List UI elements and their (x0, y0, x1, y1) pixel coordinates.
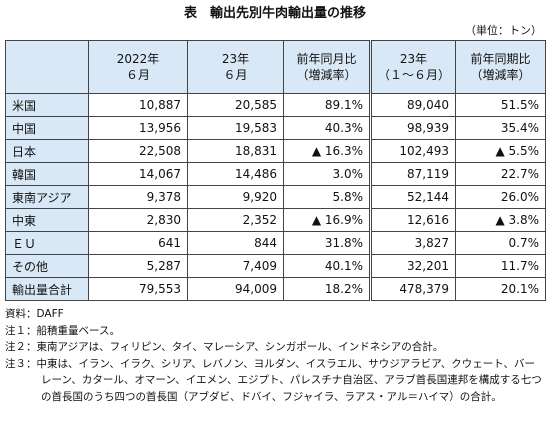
cell: 3.0% (283, 162, 371, 186)
cell: 26.0% (455, 185, 546, 209)
header-line: 2022年 (116, 52, 160, 66)
cell: 87,119 (369, 162, 456, 186)
cell: 31.8% (283, 231, 371, 255)
cell: 14,486 (187, 162, 284, 186)
row-label: 輸出量合計 (5, 277, 89, 301)
row-label: 中国 (5, 116, 89, 140)
note: 注２：東南アジアは、フィリピン、タイ、マレーシア、シンガポール、インドネシアの合… (5, 341, 444, 353)
cell: 478,379 (369, 277, 456, 301)
row-label: 米国 (5, 93, 89, 117)
cell: 102,493 (369, 139, 456, 163)
table-row: 東南アジア 9,378 9,920 5.8% 52,144 26.0% (5, 185, 546, 209)
cell: 844 (187, 231, 284, 255)
header-row: 2022年 ６月 23年 ６月 前年同月比 （増減率） 23年 （１～６月） 前年同期比 （増減率… (5, 40, 546, 94)
table-row: 輸出量合計 79,553 94,009 18.2% 478,379 20.1% (5, 277, 546, 301)
header-line: 前年同期比 (470, 52, 531, 66)
header-line: （増減率） (296, 68, 357, 82)
cell: 18.2% (283, 277, 371, 301)
cell: 19,583 (187, 116, 284, 140)
header-cell: 2022年 ６月 (88, 40, 188, 94)
header-cell: 前年同月比 （増減率） (283, 40, 371, 94)
table-row: 中東 2,830 2,352 ▲ 16.9% 12,616 ▲ 3.8% (5, 208, 546, 232)
row-label: 韓国 (5, 162, 89, 186)
cell: 9,920 (187, 185, 284, 209)
title: 表 輸出先別牛肉輸出量の推移 (183, 6, 366, 21)
header-cell: 23年 ６月 (187, 40, 284, 94)
row-label: 中東 (5, 208, 89, 232)
cell: 12,616 (369, 208, 456, 232)
cell: 98,939 (369, 116, 456, 140)
cell: 32,201 (369, 254, 456, 278)
cell: 20.1% (455, 277, 546, 301)
cell: 89,040 (369, 93, 456, 117)
cell: 52,144 (369, 185, 456, 209)
cell: 2,352 (187, 208, 284, 232)
header-line: 前年同月比 (296, 52, 357, 66)
table-row: 中国 13,956 19,583 40.3% 98,939 35.4% (5, 116, 546, 140)
cell: ▲ 16.9% (283, 208, 371, 232)
row-label: ＥＵ (5, 231, 89, 255)
cell: ▲ 5.5% (455, 139, 546, 163)
table-row: 米国 10,887 20,585 89.1% 89,040 51.5% (5, 93, 546, 117)
corner-cell (5, 40, 89, 94)
row-label: 日本 (5, 139, 89, 163)
cell: 10,887 (88, 93, 188, 117)
unit: （単位：トン） (465, 24, 542, 37)
cell: 9,378 (88, 185, 188, 209)
notes: 資料：DAFF 注１：船積重量ベース。注２：東南アジアは、フィリピン、タイ、マレー… (5, 306, 545, 405)
cell: 89.1% (283, 93, 371, 117)
cell: ▲ 16.3% (283, 139, 371, 163)
header-line: 23年 (399, 52, 428, 66)
cell: 40.1% (283, 254, 371, 278)
row-label: 東南アジア (5, 185, 89, 209)
cell: 7,409 (187, 254, 284, 278)
cell: 641 (88, 231, 188, 255)
header-cell: 前年同期比 （増減率） (455, 40, 546, 94)
cell: 13,956 (88, 116, 188, 140)
note: 注１：船積重量ベース。 (5, 324, 120, 337)
table: 2022年 ６月 23年 ６月 前年同月比 （増減率） 23年 （１～６月） 前年同期比 （増減率… (5, 40, 546, 301)
table-row: ＥＵ 641 844 31.8% 3,827 0.7% (5, 231, 546, 255)
row-label: その他 (5, 254, 89, 278)
cell: 5,287 (88, 254, 188, 278)
cell: 5.8% (283, 185, 371, 209)
cell: 3,827 (369, 231, 456, 255)
cell: 22.7% (455, 162, 546, 186)
cell: 2,830 (88, 208, 188, 232)
cell: 11.7% (455, 254, 546, 278)
cell: 94,009 (187, 277, 284, 301)
header-line: ６月 (223, 68, 248, 82)
table-row: その他 5,287 7,409 40.1% 32,201 11.7% (5, 254, 546, 278)
cell: 40.3% (283, 116, 371, 140)
cell: 14,067 (88, 162, 188, 186)
cell: 20,585 (187, 93, 284, 117)
cell: 79,553 (88, 277, 188, 301)
cell: 35.4% (455, 116, 546, 140)
cell: 22,508 (88, 139, 188, 163)
table-row: 韓国 14,067 14,486 3.0% 87,119 22.7% (5, 162, 546, 186)
header-line: ６月 (125, 68, 150, 82)
table-row: 日本 22,508 18,831 ▲ 16.3% 102,493 ▲ 5.5% (5, 139, 546, 163)
note: 資料：DAFF (5, 308, 64, 320)
header-cell: 23年 （１～６月） (369, 40, 456, 94)
cell: 0.7% (455, 231, 546, 255)
cell: 18,831 (187, 139, 284, 163)
cell: ▲ 3.8% (455, 208, 546, 232)
header-line: （増減率） (470, 68, 531, 82)
header-line: （１～６月） (378, 68, 451, 82)
note: 注３：中東は、イラン、イラク、シリア、レバノン、ヨルダン、イスラエル、サウジアラ… (5, 357, 542, 403)
cell: 51.5% (455, 93, 546, 117)
header-line: 23年 (221, 52, 250, 66)
